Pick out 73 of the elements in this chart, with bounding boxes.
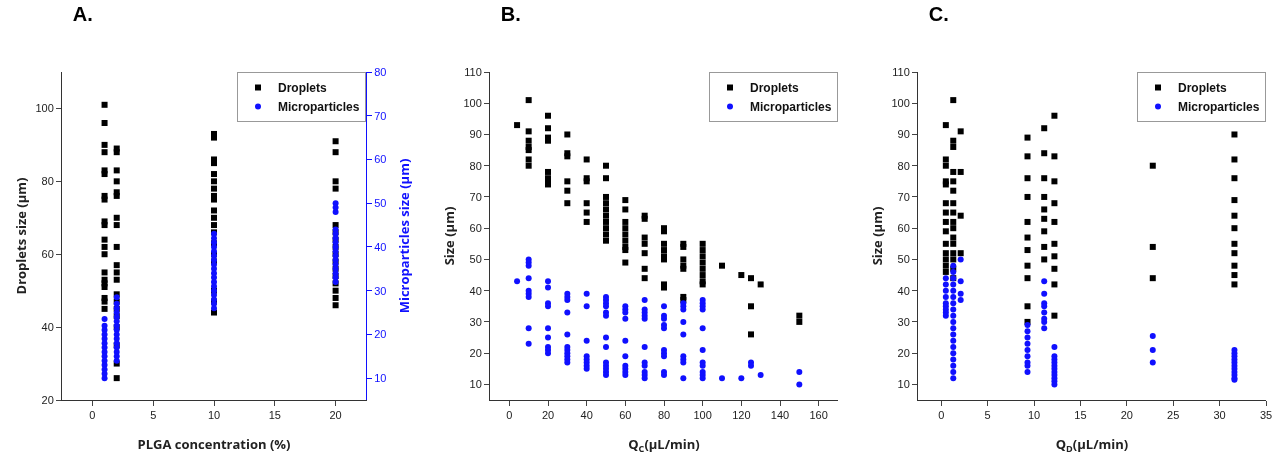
y-tick-label: 10 [897,378,910,391]
y2-tick-label: 20 [374,328,387,341]
x-tick-label: 0 [506,409,513,422]
y-tick-label: 50 [469,253,482,266]
y-axis-title: Droplets size (μm) [12,177,30,295]
x-tick-label: 10 [1027,409,1041,422]
x-tick-label: 20 [329,409,342,422]
y-tick-label: 10 [469,378,482,391]
x-tick-label: 25 [1167,409,1180,422]
y2-axis-title: Microparticles size (μm) [394,158,413,314]
chart-title: B. [500,2,521,25]
x-tick-label: 15 [1074,409,1087,422]
y-tick-label: 60 [897,222,910,235]
chart-title: A. [72,2,93,25]
y-tick-label: 60 [469,222,482,235]
y-tick-label: 110 [892,65,910,78]
legend-label: Droplets [278,81,327,96]
x-axis-title: Q$_{D}$(μL/min) [1055,435,1129,455]
x-axis-title: PLGA concentration (%) [137,435,291,453]
y-tick-label: 40 [469,284,482,297]
x-tick-label: 80 [657,409,671,422]
chart-title: C. [928,2,949,25]
y-tick-label: 100 [35,102,54,115]
y-axis-title: Size (μm) [440,206,458,266]
y2-tick-label: 60 [374,153,387,166]
x-tick-label: 10 [207,409,221,422]
y-axis-title: Size (μm) [868,206,886,266]
x-tick-label: 0 [938,409,945,422]
y-tick-label: 60 [41,248,54,261]
x-tick-label: 20 [541,409,555,422]
x-tick-label: 120 [732,409,751,422]
y2-tick-label: 50 [374,197,387,210]
y-tick-label: 20 [41,393,54,406]
legend-label: Microparticles [750,100,832,115]
x-tick-label: 0 [89,409,96,422]
y-tick-label: 80 [897,159,910,172]
y-tick-label: 70 [469,190,482,203]
x-tick-label: 30 [1213,409,1226,422]
x-tick-label: 15 [268,409,281,422]
y-tick-label: 70 [897,190,910,203]
y2-tick-label: 10 [374,371,387,384]
y2-tick-label: 30 [374,284,387,297]
y-tick-label: 30 [897,315,910,328]
x-tick-label: 5 [984,409,991,422]
legend-label: Microparticles [278,100,360,115]
x-axis-title: Q$_{C}$(μL/min) [628,435,700,455]
y-tick-label: 30 [469,315,482,328]
x-tick-label: 140 [770,409,790,422]
x-tick-label: 20 [1120,409,1133,422]
y-tick-label: 20 [469,346,482,359]
legend-label: Droplets [1178,81,1227,96]
y-tick-label: 50 [897,253,910,266]
y-tick-label: 80 [41,175,54,188]
y-tick-label: 100 [463,97,482,110]
y-tick-label: 40 [897,284,910,297]
x-tick-label: 60 [619,409,632,422]
x-tick-label: 40 [580,409,593,422]
y-tick-label: 20 [897,346,910,359]
y-tick-label: 80 [469,159,482,172]
y-tick-label: 110 [464,65,482,78]
y-tick-label: 40 [41,320,54,333]
y2-tick-label: 40 [374,240,387,253]
y2-tick-label: 70 [374,109,387,122]
x-tick-label: 100 [693,409,712,422]
x-tick-label: 160 [809,409,828,422]
y-tick-label: 100 [891,97,910,110]
x-tick-label: 5 [150,409,157,422]
y-tick-label: 90 [897,128,910,141]
y2-tick-label: 80 [374,65,387,78]
legend-label: Droplets [750,81,799,96]
legend-label: Microparticles [1178,100,1260,115]
x-tick-label: 35 [1259,409,1273,422]
y-tick-label: 90 [469,128,482,141]
